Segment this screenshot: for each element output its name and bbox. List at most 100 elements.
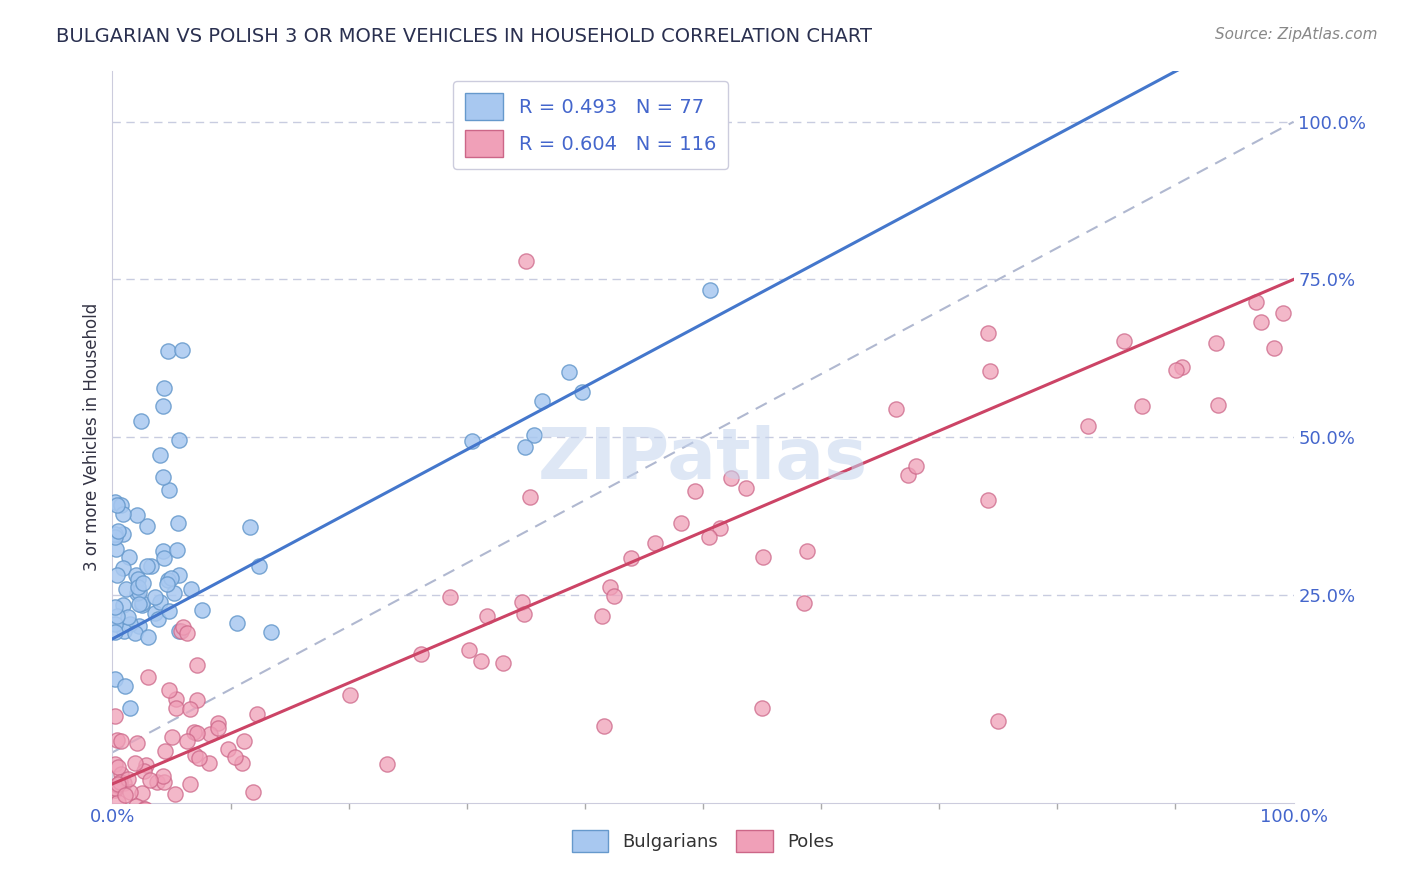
Point — [111, 808, 134, 822]
Point — [156, 576, 179, 591]
Point — [104, 781, 127, 796]
Point — [121, 808, 143, 822]
Point — [1130, 399, 1153, 413]
Point — [105, 499, 128, 513]
Point — [477, 609, 499, 624]
Point — [897, 467, 920, 482]
Text: Source: ZipAtlas.com: Source: ZipAtlas.com — [1215, 27, 1378, 42]
Point — [110, 498, 132, 512]
Point — [1171, 360, 1194, 375]
Point — [131, 576, 153, 591]
Point — [242, 785, 264, 799]
Point — [1263, 341, 1285, 355]
Point — [107, 795, 129, 809]
Point — [115, 582, 138, 596]
Point — [593, 718, 616, 732]
Point — [157, 605, 180, 619]
Text: ZIPatlas: ZIPatlas — [538, 425, 868, 493]
Point — [128, 619, 150, 633]
Point — [104, 757, 127, 772]
Point — [155, 744, 177, 758]
Point — [644, 536, 666, 550]
Point — [127, 580, 149, 594]
Point — [156, 574, 179, 588]
Point — [793, 596, 815, 610]
Point — [104, 617, 127, 632]
Point — [1250, 315, 1272, 329]
Point — [558, 365, 581, 379]
Point — [149, 448, 172, 462]
Point — [519, 491, 541, 505]
Point — [231, 756, 253, 771]
Point — [152, 769, 174, 783]
Point — [186, 658, 208, 673]
Point — [153, 551, 176, 566]
Point — [669, 516, 692, 530]
Point — [134, 802, 156, 816]
Point — [117, 609, 139, 624]
Point — [118, 617, 141, 632]
Point — [136, 670, 159, 684]
Point — [120, 785, 142, 799]
Point — [104, 527, 127, 541]
Point — [152, 470, 174, 484]
Point — [153, 381, 176, 395]
Point — [470, 655, 492, 669]
Point — [176, 626, 198, 640]
Point — [796, 544, 818, 558]
Point — [139, 772, 162, 787]
Point — [124, 756, 146, 771]
Point — [165, 692, 187, 706]
Point — [112, 776, 135, 790]
Point — [165, 808, 187, 822]
Point — [127, 572, 149, 586]
Point — [752, 549, 775, 564]
Point — [224, 750, 246, 764]
Point — [751, 701, 773, 715]
Point — [1112, 334, 1135, 349]
Point — [110, 775, 132, 789]
Point — [104, 542, 127, 557]
Point — [104, 530, 127, 544]
Point — [183, 724, 205, 739]
Point — [152, 543, 174, 558]
Point — [979, 364, 1001, 378]
Point — [131, 599, 153, 613]
Point — [190, 603, 212, 617]
Point — [104, 782, 127, 797]
Y-axis label: 3 or more Vehicles in Household: 3 or more Vehicles in Household — [83, 303, 101, 571]
Point — [530, 394, 553, 409]
Point — [132, 764, 155, 779]
Point — [249, 559, 271, 574]
Point — [104, 672, 127, 686]
Point — [186, 693, 208, 707]
Point — [125, 799, 148, 814]
Point — [124, 625, 146, 640]
Point — [697, 531, 720, 545]
Point — [167, 567, 190, 582]
Point — [461, 434, 484, 448]
Point — [157, 483, 180, 498]
Point — [226, 615, 249, 630]
Point — [125, 508, 148, 522]
Point — [125, 586, 148, 600]
Point — [207, 722, 229, 736]
Point — [110, 767, 132, 781]
Point — [152, 399, 174, 413]
Point — [138, 808, 160, 822]
Point — [246, 707, 269, 722]
Point — [107, 777, 129, 791]
Point — [1271, 306, 1294, 320]
Point — [132, 808, 155, 822]
Point — [513, 607, 536, 621]
Point — [619, 550, 641, 565]
Point — [112, 598, 135, 612]
Point — [114, 808, 136, 822]
Point — [131, 786, 153, 800]
Point — [513, 440, 536, 454]
Point — [1244, 294, 1267, 309]
Point — [135, 518, 157, 533]
Point — [720, 471, 742, 485]
Point — [104, 709, 127, 723]
Point — [111, 507, 134, 521]
